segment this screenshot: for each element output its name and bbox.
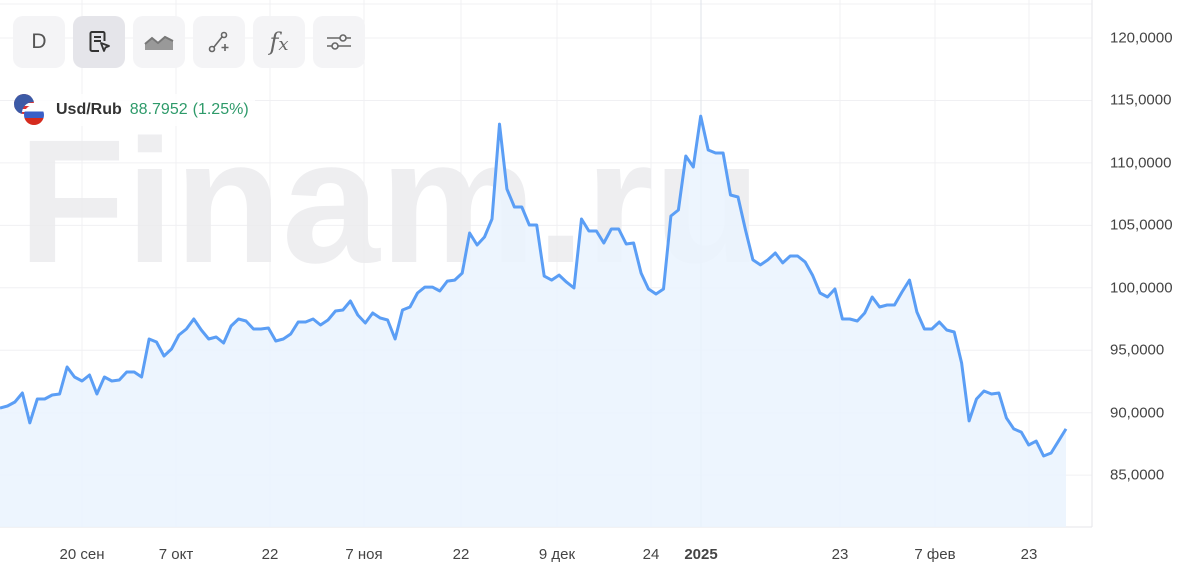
area-chart-icon	[144, 35, 174, 50]
x-tick-label: 24	[642, 546, 660, 563]
y-tick-label: 85,0000	[1110, 466, 1165, 484]
chart-toolbar: D fx	[13, 16, 365, 68]
fx-icon: fx	[269, 28, 289, 56]
cursor-mode-button[interactable]	[73, 16, 125, 68]
watermark: Finam.ru	[18, 104, 761, 300]
indicators-button[interactable]: fx	[253, 16, 305, 68]
x-tick-label: 23	[831, 546, 849, 563]
y-tick-label: 90,0000	[1110, 404, 1165, 422]
x-tick-label: 2025	[684, 546, 718, 563]
x-tick-label: 22	[452, 546, 470, 563]
x-tick-label: 22	[261, 546, 279, 563]
y-tick-label: 115,0000	[1110, 91, 1172, 109]
x-tick-label: 7 фев	[914, 546, 956, 563]
drawing-tools-button[interactable]	[193, 16, 245, 68]
price-line	[0, 114, 1068, 458]
y-tick-label: 95,0000	[1110, 341, 1165, 359]
instrument-symbol: Usd/Rub	[56, 101, 122, 118]
price-change: (1.25%)	[192, 101, 249, 118]
x-tick-label: 7 ноя	[345, 546, 383, 563]
x-tick-label: 9 дек	[538, 546, 576, 563]
chart-type-button[interactable]	[133, 16, 185, 68]
y-tick-label: 110,0000	[1110, 154, 1172, 172]
y-tick-label: 120,0000	[1110, 29, 1173, 47]
x-tick-label: 23	[1020, 546, 1038, 563]
x-tick-label: 20 сен	[59, 546, 105, 563]
line-plus-icon	[208, 31, 229, 53]
period-button[interactable]: D	[13, 16, 65, 68]
last-price: 88.7952	[129, 101, 188, 118]
y-tick-label: 100,0000	[1110, 279, 1173, 297]
period-label: D	[31, 30, 47, 53]
document-cursor-icon	[89, 31, 110, 52]
currency-flags-icon	[14, 94, 48, 126]
sliders-icon	[327, 34, 351, 50]
area-fill	[0, 116, 1066, 527]
instrument-legend: Usd/Rub 88.7952 (1.25%)	[14, 94, 255, 126]
y-tick-label: 105,0000	[1110, 216, 1173, 234]
settings-button[interactable]	[313, 16, 365, 68]
x-tick-label: 7 окт	[158, 546, 194, 563]
